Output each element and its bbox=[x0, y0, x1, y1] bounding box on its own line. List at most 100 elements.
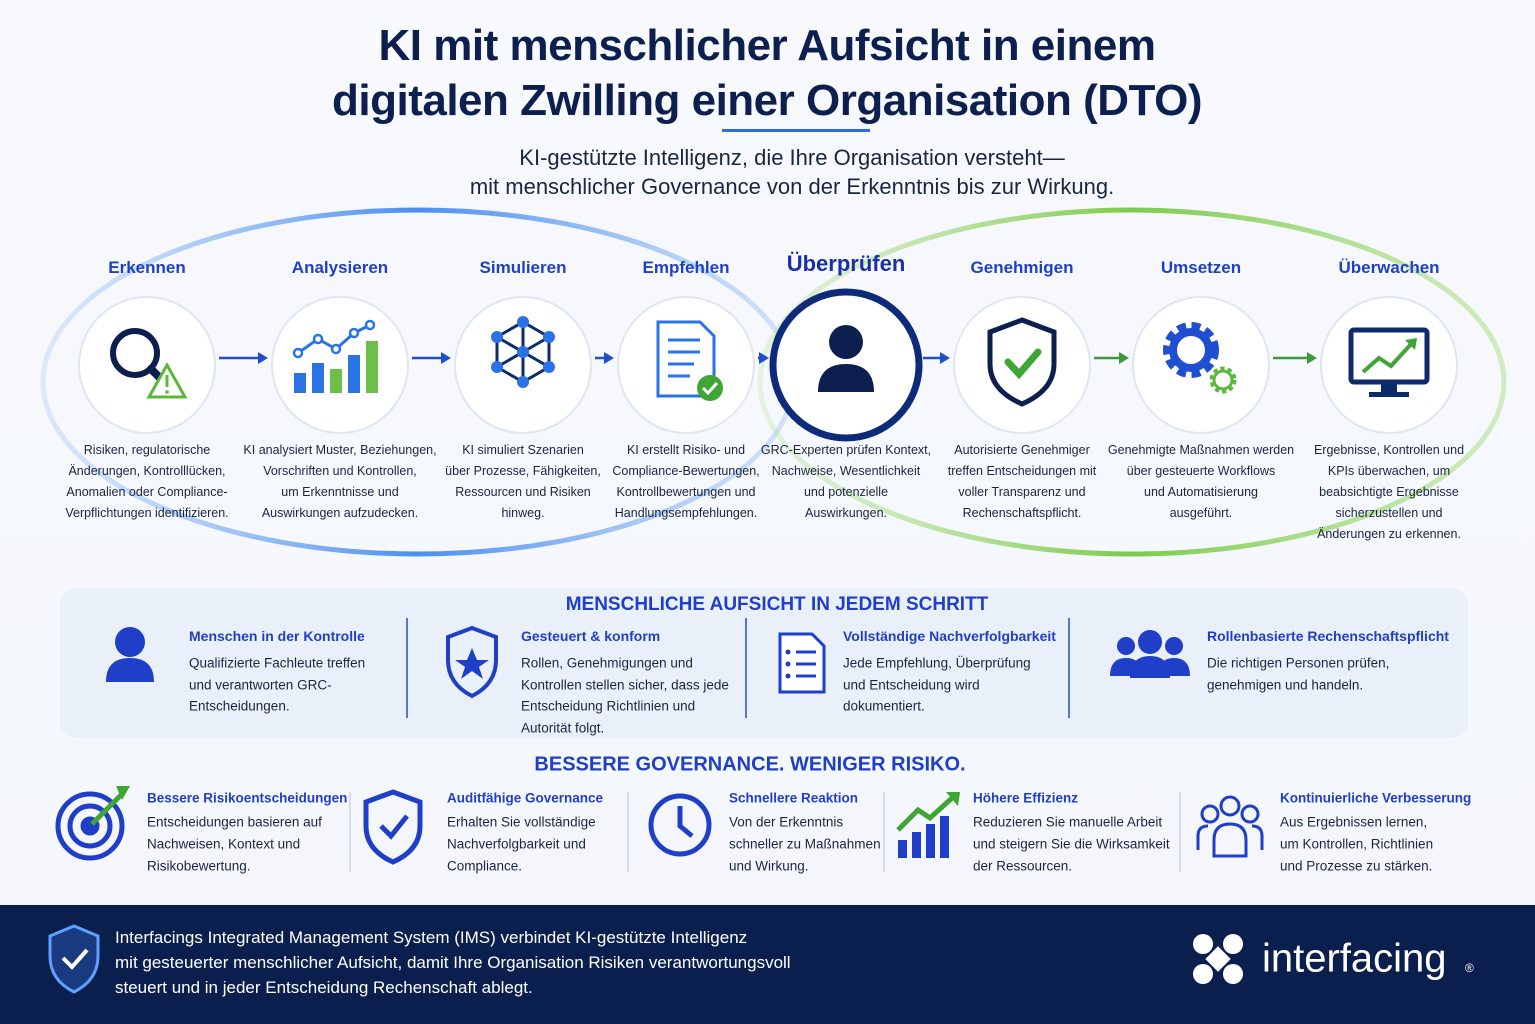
arrow-head bbox=[441, 352, 451, 364]
footer-band bbox=[0, 905, 1535, 1024]
item-text: und Wirkung. bbox=[729, 858, 809, 874]
oversight-icons bbox=[106, 625, 1190, 699]
footer-text: Interfacings Integrated Management Syste… bbox=[115, 928, 748, 947]
step-label: Überprüfen bbox=[786, 251, 906, 276]
title-underline bbox=[722, 129, 870, 132]
step-label: Empfehlen bbox=[642, 258, 730, 277]
item-text: Entscheidungen basieren auf bbox=[147, 814, 322, 830]
item-title: Rollenbasierte Rechenschaftspflicht bbox=[1207, 628, 1449, 644]
dividers bbox=[349, 618, 1181, 872]
step-label: Erkennen bbox=[108, 258, 186, 277]
item-title: Schnellere Reaktion bbox=[729, 790, 859, 806]
human-oval bbox=[757, 207, 1507, 557]
item-text: Autorität folgt. bbox=[521, 720, 605, 735]
arrow-head bbox=[940, 352, 950, 364]
step-description: Rechenschaftspflicht. bbox=[962, 506, 1082, 520]
item-text: Rollen, Genehmigungen und bbox=[521, 655, 693, 671]
item-text: und verantworten GRC- bbox=[189, 677, 332, 692]
step-description: KPIs überwachen, um bbox=[1327, 464, 1451, 478]
item-title: Höhere Effizienz bbox=[973, 790, 1079, 806]
item-text: Qualifizierte Fachleute treffen bbox=[189, 655, 366, 671]
icon-approve bbox=[987, 317, 1057, 407]
item-title: Vollständige Nachverfolgbarkeit bbox=[843, 628, 1056, 644]
step-description: und Automatisierung bbox=[1144, 485, 1258, 499]
item-text: schneller zu Maßnahmen bbox=[729, 836, 881, 852]
step-description: Auswirkungen aufzudecken. bbox=[261, 506, 419, 520]
step-description: KI analysiert Muster, Beziehungen, bbox=[243, 443, 437, 457]
icon-monitor bbox=[1348, 327, 1430, 397]
item-text: dokumentiert. bbox=[843, 698, 925, 714]
item-text: um Kontrollen, Richtlinien bbox=[1280, 836, 1434, 852]
item-text: und Prozesse zu stärken. bbox=[1280, 858, 1433, 874]
step-description: Kontrollbewertungen und bbox=[616, 485, 756, 499]
item-text: und steigern Sie die Wirksamkeit bbox=[973, 836, 1170, 852]
item-text: Kontrollen stellen sicher, dass jede bbox=[521, 677, 729, 692]
brand-mark: ® bbox=[1465, 961, 1474, 975]
item-text: Entscheidungen. bbox=[189, 698, 290, 714]
item-text: Von der Erkenntnis bbox=[729, 814, 844, 830]
step-label: Umsetzen bbox=[1160, 258, 1242, 277]
step-label: Simulieren bbox=[479, 258, 567, 277]
step-description: Risiken, regulatorische bbox=[83, 443, 211, 457]
title: KI mit menschlicher Aufsicht in einem bbox=[378, 21, 1156, 70]
step-description: KI simuliert Szenarien bbox=[462, 443, 584, 457]
step-description: Compliance-Bewertungen, bbox=[612, 464, 760, 478]
item-title: Kontinuierliche Verbesserung bbox=[1280, 790, 1472, 806]
step-description: ausgeführt. bbox=[1169, 506, 1233, 520]
step-description: Nachweise, Wesentlichkeit bbox=[771, 464, 921, 478]
icon-recommend bbox=[656, 320, 723, 401]
item-text: Nachweisen, Kontext und bbox=[147, 836, 301, 852]
item-title: Menschen in der Kontrolle bbox=[189, 628, 365, 644]
item-text: und Entscheidung wird bbox=[843, 677, 980, 692]
step-description: Änderungen, Kontrolllücken, bbox=[68, 464, 226, 478]
icon-detect bbox=[110, 328, 188, 399]
item-text: Reduzieren Sie manuelle Arbeit bbox=[973, 814, 1163, 830]
subtitle: KI-gestützte Intelligenz, die Ihre Organ… bbox=[519, 145, 1065, 170]
item-title: Auditfähige Governance bbox=[447, 790, 604, 806]
footer-icons bbox=[48, 924, 1243, 994]
item-text: Die richtigen Personen prüfen, bbox=[1207, 655, 1390, 671]
step-label: Genehmigen bbox=[970, 258, 1074, 277]
step-description: voller Transparenz und bbox=[958, 485, 1086, 499]
step-label: Überwachen bbox=[1338, 258, 1440, 277]
benefit-icons bbox=[55, 786, 1264, 865]
section-heading: MENSCHLICHE AUFSICHT IN JEDEM SCHRITT bbox=[565, 594, 989, 615]
icon-analyze bbox=[292, 319, 378, 393]
step-description: Anomalien oder Compliance- bbox=[66, 485, 228, 499]
item-text: Erhalten Sie vollständige bbox=[447, 814, 596, 830]
step-label: Analysieren bbox=[291, 258, 389, 277]
footer-text: mit gesteuerter menschlicher Aufsicht, d… bbox=[115, 953, 791, 972]
icon-implement bbox=[1163, 322, 1237, 394]
step-description: Handlungsempfehlungen. bbox=[614, 506, 758, 520]
icon-review bbox=[818, 325, 874, 392]
step-description: beabsichtigte Ergebnisse bbox=[1319, 485, 1459, 499]
step-description: Ergebnisse, Kontrollen und bbox=[1313, 443, 1465, 457]
step-circle bbox=[271, 296, 409, 434]
item-text: Compliance. bbox=[447, 858, 523, 874]
item-text: Jede Empfehlung, Überprüfung bbox=[843, 655, 1031, 671]
step-circle bbox=[78, 296, 216, 434]
section-heading: BESSERE GOVERNANCE. WENIGER RISIKO. bbox=[534, 753, 966, 776]
item-text: Nachverfolgbarkeit und bbox=[447, 836, 586, 852]
item-text: Entscheidung Richtlinien und bbox=[521, 698, 696, 714]
item-title: Bessere Risikoentscheidungen bbox=[147, 790, 348, 806]
arrow-head bbox=[604, 352, 614, 364]
title: digitalen Zwilling einer Organisation (D… bbox=[332, 76, 1202, 125]
subtitle: mit menschlicher Governance von der Erke… bbox=[469, 174, 1115, 199]
step-description: Ressourcen und Risiken bbox=[455, 485, 591, 499]
item-text: Aus Ergebnissen lernen, bbox=[1280, 814, 1428, 830]
item-text: der Ressourcen. bbox=[973, 858, 1073, 874]
item-text: Risikobewertung. bbox=[147, 858, 251, 874]
item-title: Gesteuert & konform bbox=[521, 628, 661, 644]
footer-text: steuert und in jeder Entscheidung Rechen… bbox=[115, 978, 533, 997]
step-description: KI erstellt Risiko- und bbox=[626, 443, 746, 457]
step-description: hinweg. bbox=[501, 506, 545, 520]
step-description: sicherzustellen und bbox=[1335, 506, 1443, 520]
step-description: Auswirkungen. bbox=[805, 506, 887, 520]
brand: interfacing bbox=[1262, 936, 1447, 981]
step-description: Autorisierte Genehmiger bbox=[954, 443, 1090, 457]
step-description: Änderungen zu erkennen. bbox=[1317, 527, 1461, 541]
arrow-head bbox=[1307, 352, 1317, 364]
